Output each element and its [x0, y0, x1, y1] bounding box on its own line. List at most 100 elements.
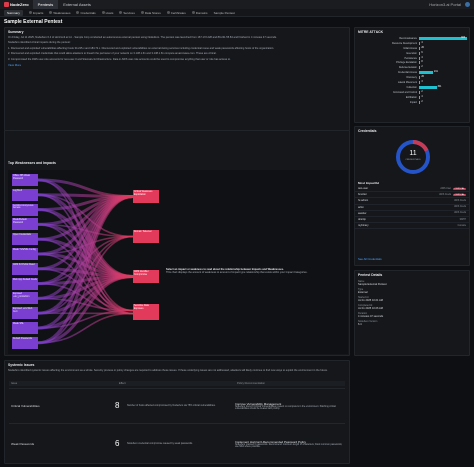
credentials-title: Credentials	[358, 129, 377, 133]
systemic-row[interactable]: Critical Vulnerabilities 8 Number of hos…	[9, 388, 345, 422]
mitre-title: MITRE ATT&CK	[358, 30, 384, 34]
nav-external-assets[interactable]: External Assets	[63, 2, 91, 7]
mitre-bar-row[interactable]: Execution 6	[357, 51, 467, 56]
certificate-icon	[166, 11, 170, 14]
see-all-credentials-link[interactable]: See All Credentials	[358, 257, 382, 261]
credential-name: dcertip	[358, 218, 366, 222]
key-icon	[76, 11, 80, 14]
sankey-weakness-node[interactable]: Exposed .env_production	[12, 292, 38, 305]
sankey-impact-node[interactable]: Critical Weakness Exploitation	[133, 190, 159, 203]
mitre-bar-row[interactable]: Discovery 20	[357, 75, 467, 80]
issue-name: Critical Vulnerabilities	[11, 403, 40, 408]
mitre-panel: MITRE ATT&CK Reconnaissance 823 Resource D…	[354, 27, 470, 123]
sankey-impact-node[interactable]: Domain Takeover	[133, 230, 159, 243]
details-list: Name Sample External Pentest Type External S…	[355, 279, 469, 327]
mitre-bar-row[interactable]: Reconnaissance 823	[357, 36, 467, 41]
sankey-weakness-node[interactable]: Web App Default Creds	[12, 277, 38, 290]
credential-name: arlist	[358, 205, 364, 209]
avatar[interactable]	[465, 2, 470, 7]
sankey-weakness-node[interactable]: Open Credentials	[12, 233, 38, 246]
credential-row[interactable]: test-user AWS User CRITICAL	[355, 186, 469, 193]
tab-label: Domains	[195, 10, 208, 15]
detail-value: Jul 11 2025 10:21 AM	[358, 299, 383, 302]
mitre-bar-row[interactable]: Command and Control 2	[357, 90, 467, 95]
credential-row[interactable]: arlist AWS Creds	[355, 205, 469, 211]
mitre-bar-row[interactable]: Persistence 4	[357, 56, 467, 61]
services-icon	[119, 11, 123, 14]
sankey-impact-node[interactable]: Sensitive Data Exposure	[133, 304, 159, 317]
tab-services[interactable]: Services	[119, 11, 135, 15]
mitre-bar-row[interactable]: Lateral Movement 3	[357, 80, 467, 85]
detail-item: Started At Jul 11 2025 10:21 AM	[355, 295, 469, 303]
logo-icon	[4, 2, 9, 7]
mitre-bar-row[interactable]: Impact 2	[357, 100, 467, 105]
systemic-row[interactable]: Weak Passwords 6 NodeZero credential com…	[9, 423, 345, 463]
credential-row[interactable]: mybinary Console	[355, 223, 469, 230]
detail-key: Completed At	[358, 304, 373, 307]
sankey-weakness-node[interactable]: Weak/Default Password	[12, 218, 38, 231]
view-more-link[interactable]: View More	[8, 63, 22, 68]
sankey-weakness-node[interactable]: Weak TLS/SSL Config	[12, 248, 38, 260]
detail-value: Jul 11 2025 10:26 AM	[358, 307, 383, 310]
tab-credentials[interactable]: Credentials	[76, 11, 96, 15]
tab-certificates[interactable]: Certificates	[166, 11, 186, 15]
mitre-bar-row[interactable]: Credential Access 241	[357, 70, 467, 75]
mitre-bar-list: Reconnaissance 823 Resource Development 4 In…	[355, 36, 469, 104]
tab-summary[interactable]: Summary	[4, 9, 23, 16]
mitre-bar	[419, 71, 434, 75]
summary-intro: On Friday, Jul 11 2025, NodeZero 6.4 of …	[8, 36, 277, 39]
database-icon	[140, 11, 144, 14]
brand-logo[interactable]: NodeZero	[0, 0, 33, 9]
sankey-impact-node[interactable]: AWS Identifier Compromise	[133, 270, 159, 283]
credentials-donut: 11 CREDENTIALS	[393, 137, 433, 177]
nav-pentests[interactable]: Pentests	[32, 0, 59, 9]
systemic-desc: NodeZero identified systemic issues affe…	[8, 369, 328, 372]
mitre-bar-value: 4	[421, 95, 423, 98]
mitre-bar-row[interactable]: Initial Access 20	[357, 46, 467, 51]
tab-domains[interactable]: Domains	[191, 10, 208, 15]
tab-data-stores[interactable]: Data Stores	[140, 11, 161, 15]
sankey-flow	[37, 282, 134, 315]
sankey-weakness-node[interactable]: LogShell	[12, 188, 38, 201]
mitre-bar-row[interactable]: Resource Development 4	[357, 41, 467, 46]
issue-effect: NodeZero credential compromise caused by…	[127, 442, 193, 445]
detail-key: Started At	[358, 296, 369, 299]
credential-row[interactable]: hr-admin AWS Creds	[355, 198, 469, 205]
sankey-weakness-node[interactable]: Exposed .env Web Cert	[12, 307, 38, 320]
credential-row[interactable]: dcertip SMTP	[355, 217, 469, 224]
tab-sample-pentest[interactable]: Sample Pentest	[214, 11, 235, 15]
mitre-bar-value: 20	[421, 76, 424, 79]
credential-name: test-user	[358, 187, 369, 191]
issue-effect: Number of hosts affected compromised by …	[127, 404, 216, 407]
sankey-weakness-node[interactable]: Weak SSL	[12, 322, 38, 334]
detail-item: Name Sample External Pentest	[355, 279, 469, 287]
tab-hosts[interactable]: Hosts	[101, 11, 113, 15]
mitre-tactic-label: Collection	[406, 85, 418, 89]
credential-name: hr-admin	[358, 199, 369, 203]
mitre-bar	[419, 56, 421, 60]
mitre-tactic-label: Command and Control	[392, 90, 417, 94]
sankey-weakness-node[interactable]: Default Passwords	[12, 336, 38, 349]
mitre-bar-row[interactable]: Privilege Escalation 8	[357, 60, 467, 65]
tab-weaknesses[interactable]: Weaknesses	[49, 11, 70, 15]
hint-title: Select an impact or weakness to read abo…	[166, 268, 284, 271]
summary-title: Summary	[8, 30, 24, 34]
summary-subhead: NodeZero identified critical impacts dur…	[8, 41, 71, 45]
tab-impacts[interactable]: Impacts	[28, 11, 43, 15]
systemic-table-header: Issue Effect Policy Recommendation	[9, 381, 345, 386]
sankey-weakness-node[interactable]: Office 365 Weak Password	[12, 174, 38, 186]
sankey-hint: Select an impact or weakness to read abo…	[166, 268, 341, 275]
credential-source: SMTP	[459, 218, 466, 221]
recommendation-body: NodeZero cracked 6 passwords. Recommend:…	[235, 443, 343, 448]
credential-row[interactable]: aweber AWS Creds	[355, 211, 469, 217]
portal-link[interactable]: Horizon3.ai Portal	[429, 2, 461, 7]
mitre-bar-row[interactable]: Collection 301	[357, 85, 467, 90]
credential-name: mybinary	[358, 224, 369, 228]
credential-row[interactable]: bmotter AWS Creds CRITICAL	[355, 192, 469, 199]
sankey-weakness-node[interactable]: Jenkins Anonymous Access	[12, 203, 38, 216]
mitre-bar-row[interactable]: Defense Evasion 2	[357, 65, 467, 70]
donut-value: 11	[409, 150, 417, 157]
sankey-weakness-node[interactable]: AWS S3 Public Read	[12, 262, 38, 275]
mitre-bar-row[interactable]: Exfiltration 4	[357, 95, 467, 100]
recommendation-title: Implement Horizon3-Recommended Password …	[235, 439, 307, 444]
